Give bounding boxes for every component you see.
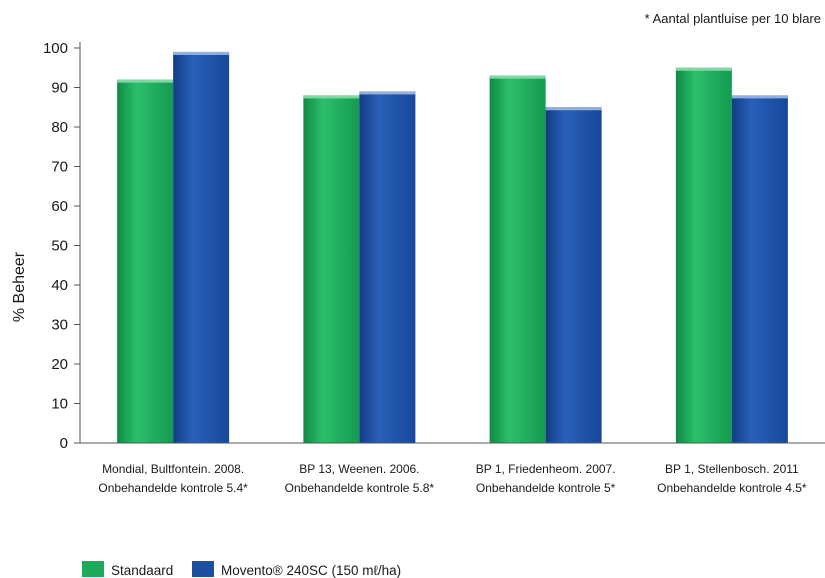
bar-highlight <box>731 95 788 99</box>
x-axis: Mondial, Bultfontein. 2008. Onbehandelde … <box>80 442 825 495</box>
legend-swatch-standaard <box>82 561 104 577</box>
bar-highlight <box>545 107 602 111</box>
y-tick-label: 80 <box>51 119 68 136</box>
y-tick-label: 20 <box>51 356 68 373</box>
bar-highlight <box>303 95 360 99</box>
y-tick-label: 90 <box>51 80 68 97</box>
x-tick-label: Onbehandelde kontrole 5.4* <box>98 481 248 495</box>
y-axis: 0 10 20 30 40 50 60 70 80 90 100 <box>43 40 81 452</box>
bar-highlight <box>173 51 230 55</box>
x-tick-label: Mondial, Bultfontein. 2008. <box>102 462 244 476</box>
bar-standaard <box>303 95 360 444</box>
bar-standaard <box>675 67 732 443</box>
footnote: * Aantal plantluise per 10 blare <box>645 11 821 26</box>
y-axis-label: % Beheer <box>11 251 28 322</box>
x-tick-label: BP 1, Friedenheom. 2007. <box>476 462 616 476</box>
y-tick-label: 0 <box>60 435 68 452</box>
y-tick-label: 30 <box>51 317 68 334</box>
bar-highlight <box>117 79 174 83</box>
x-tick-label: Onbehandelde kontrole 4.5* <box>657 481 807 495</box>
y-tick-label: 50 <box>51 238 68 255</box>
y-tick-label: 40 <box>51 277 68 294</box>
legend-swatch-movento <box>192 561 214 577</box>
bar-highlight <box>489 75 546 79</box>
bar-movento <box>173 51 230 443</box>
bars <box>117 51 788 444</box>
bar-highlight <box>359 91 416 95</box>
bar-movento <box>731 95 788 444</box>
bar-standaard <box>489 75 546 444</box>
bar-movento <box>359 91 416 443</box>
bar-standaard <box>117 79 174 443</box>
bar-highlight <box>675 67 732 71</box>
x-tick-label: Onbehandelde kontrole 5.8* <box>285 481 435 495</box>
x-tick-label: BP 13, Weenen. 2006. <box>299 462 419 476</box>
legend: Standaard Movento® 240SC (150 mℓ/ha) <box>82 561 401 578</box>
legend-label-movento: Movento® 240SC (150 mℓ/ha) <box>221 563 401 578</box>
y-tick-label: 10 <box>51 396 68 413</box>
x-tick-label: Onbehandelde kontrole 5* <box>476 481 616 495</box>
bar-movento <box>545 107 602 443</box>
legend-label-standaard: Standaard <box>111 563 173 578</box>
y-tick-label: 100 <box>43 40 68 57</box>
y-tick-label: 60 <box>51 198 68 215</box>
x-tick-label: BP 1, Stellenbosch. 2011 <box>665 462 799 476</box>
y-tick-label: 70 <box>51 159 68 176</box>
